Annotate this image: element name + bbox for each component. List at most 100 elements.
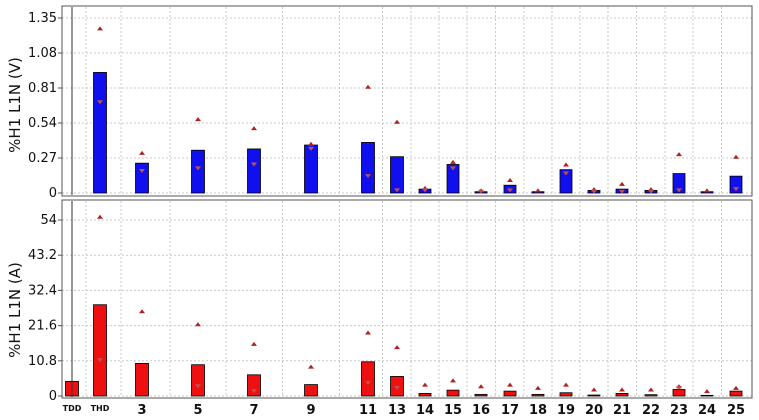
min-marker-23 [676, 385, 682, 390]
bottom-panel-ylabel: %H1 L1N (A) [6, 262, 24, 358]
x-label-13: 13 [388, 403, 406, 418]
top-panel: %H1 L1N (V) 0 0.27 0.54 0.81 1.08 1.35 [6, 5, 753, 201]
x-label-25: 25 [727, 403, 745, 418]
max-marker-17 [507, 382, 513, 387]
max-marker-20 [591, 387, 597, 392]
top-panel-bars [93, 72, 743, 194]
bar-3 [135, 162, 149, 194]
bar-5 [191, 364, 205, 397]
x-label-24: 24 [698, 403, 716, 418]
min-marker-11 [365, 174, 371, 179]
max-marker-23 [676, 152, 682, 157]
max-marker-24 [704, 389, 710, 394]
bar-7 [247, 148, 261, 194]
x-label-22: 22 [642, 403, 660, 418]
max-marker-7 [251, 126, 257, 131]
y-tick-label: 1.35 [28, 11, 57, 26]
max-marker-11 [365, 330, 371, 335]
max-marker-15 [450, 159, 456, 164]
min-marker-THD [97, 100, 103, 105]
x-label-20: 20 [585, 403, 603, 418]
y-tick-label: 32.4 [28, 283, 57, 298]
min-marker-15 [450, 166, 456, 171]
bar-14 [418, 392, 432, 397]
x-label-TDD: TDD [63, 404, 82, 413]
max-marker-THD [97, 214, 103, 219]
min-marker-5 [195, 384, 201, 389]
max-marker-25 [733, 385, 739, 390]
x-label-9: 9 [306, 403, 315, 418]
bottom-panel-frame [61, 199, 753, 399]
x-label-5: 5 [193, 403, 202, 418]
max-marker-3 [139, 309, 145, 314]
y-tick-label: 0 [49, 186, 57, 201]
min-marker-5 [195, 166, 201, 171]
y-tick-label: 1.08 [28, 46, 57, 61]
bar-11 [361, 361, 375, 397]
y-tick-label: 10.8 [28, 354, 57, 369]
bar-7 [247, 374, 261, 397]
max-marker-3 [139, 150, 145, 155]
x-label-23: 23 [670, 403, 688, 418]
min-marker-23 [676, 188, 682, 193]
y-tick-label: 0.81 [28, 81, 57, 96]
min-marker-19 [563, 171, 569, 176]
max-marker-21 [619, 181, 625, 186]
top-panel-y-ticks: 0 0.27 0.54 0.81 1.08 1.35 [28, 11, 62, 201]
min-marker-7 [251, 162, 257, 167]
max-marker-14 [422, 382, 428, 387]
min-marker-21 [619, 189, 625, 194]
min-marker-17 [507, 188, 513, 193]
min-marker-THD [97, 358, 103, 363]
bar-19 [559, 169, 573, 194]
bar-23 [672, 173, 686, 194]
top-panel-frame [61, 5, 753, 197]
bar-THD [93, 72, 107, 194]
bottom-panel: %H1 L1N (A) 0 10.8 21.6 32.4 43.2 54 [6, 199, 753, 404]
min-marker-25 [733, 187, 739, 192]
min-marker-11 [365, 380, 371, 385]
bar-25 [729, 175, 743, 194]
bar-17 [503, 390, 517, 397]
max-marker-18 [535, 385, 541, 390]
max-marker-13 [394, 345, 400, 350]
bar-9 [304, 144, 318, 194]
min-marker-14 [422, 188, 428, 193]
bar-25 [729, 390, 743, 397]
x-label-3: 3 [137, 403, 146, 418]
x-label-14: 14 [416, 403, 434, 418]
min-marker-3 [139, 168, 145, 173]
bar-11 [361, 142, 375, 194]
min-marker-16 [478, 189, 484, 194]
bar-19 [559, 392, 573, 397]
y-tick-label: 0.54 [28, 116, 57, 131]
bar-22 [644, 394, 658, 397]
max-marker-17 [507, 178, 513, 183]
y-tick-label: 21.6 [28, 319, 57, 334]
bar-21 [615, 392, 629, 397]
max-marker-19 [563, 162, 569, 167]
x-label-16: 16 [472, 403, 490, 418]
x-label-18: 18 [529, 403, 547, 418]
max-marker-19 [563, 382, 569, 387]
bar-5 [191, 149, 205, 194]
top-panel-markers [97, 26, 739, 194]
x-label-THD: THD [91, 404, 110, 413]
bar-18 [531, 393, 545, 397]
bottom-panel-markers [97, 214, 739, 394]
bottom-panel-gridlines [62, 201, 752, 397]
top-panel-gridlines [62, 7, 752, 195]
bar-15 [446, 389, 460, 397]
bar-24 [700, 394, 714, 397]
bar-15 [446, 164, 460, 194]
bar-16 [474, 393, 488, 397]
max-marker-5 [195, 322, 201, 327]
max-marker-9 [308, 364, 314, 369]
max-marker-24 [704, 188, 710, 193]
max-marker-16 [478, 384, 484, 389]
min-marker-9 [308, 146, 314, 151]
max-marker-7 [251, 341, 257, 346]
x-label-15: 15 [444, 403, 462, 418]
y-tick-label: 54 [40, 213, 57, 228]
max-marker-15 [450, 378, 456, 383]
